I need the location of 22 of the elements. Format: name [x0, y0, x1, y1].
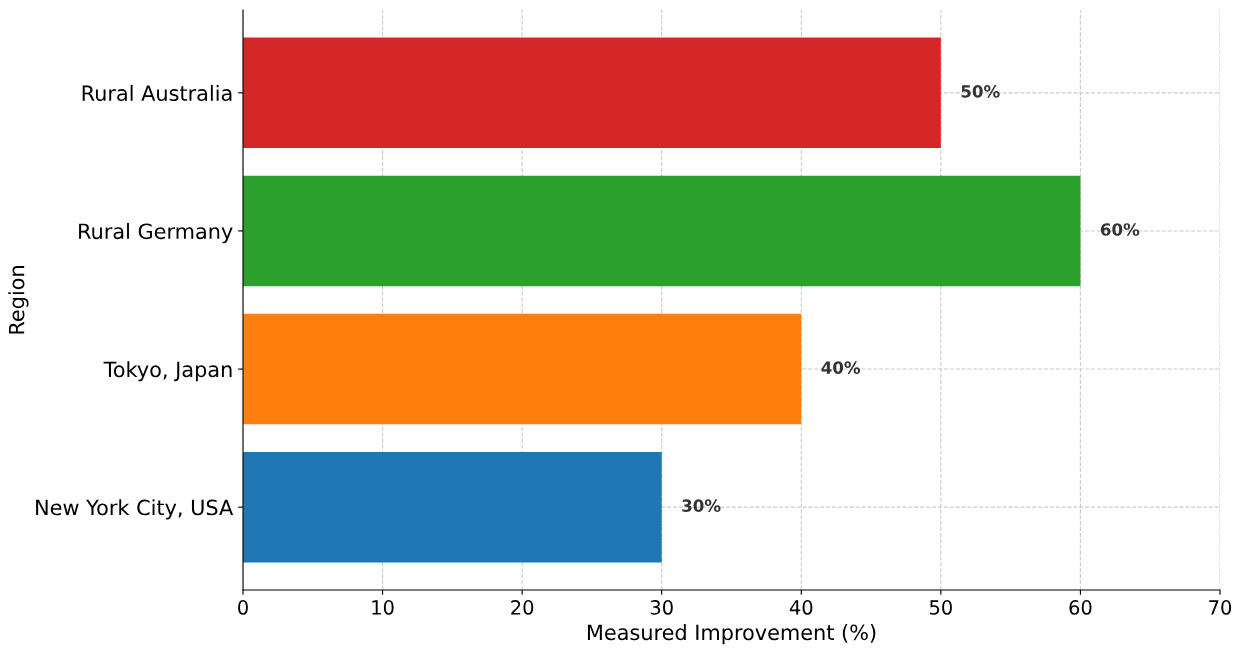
y-tick-label: Tokyo, Japan [103, 361, 232, 382]
data-label: 60% [1100, 223, 1140, 236]
x-tick-label: 60 [1069, 600, 1092, 615]
y-tick-label: Rural Australia [82, 84, 232, 102]
bar [243, 451, 662, 563]
bar [243, 313, 802, 425]
y-axis-title: Region [8, 266, 29, 334]
bar [243, 175, 1081, 287]
x-tick-label: 30 [650, 600, 673, 615]
x-tick-label: 50 [929, 600, 952, 615]
y-tick-label: Rural Germany [79, 223, 233, 244]
data-label: 40% [821, 361, 861, 374]
x-tick-label: 70 [1209, 600, 1232, 615]
data-label: 30% [682, 499, 721, 512]
data-label: 50% [961, 85, 1000, 98]
x-tick-label: 40 [789, 600, 813, 615]
x-tick-label: 20 [511, 600, 534, 615]
x-axis-title: Measured Improvement (%) [587, 624, 876, 645]
x-tick-label: 0 [238, 600, 248, 615]
y-tick-label: New York City, USA [36, 499, 234, 520]
x-tick-label: 10 [372, 600, 394, 615]
bar [243, 37, 941, 149]
